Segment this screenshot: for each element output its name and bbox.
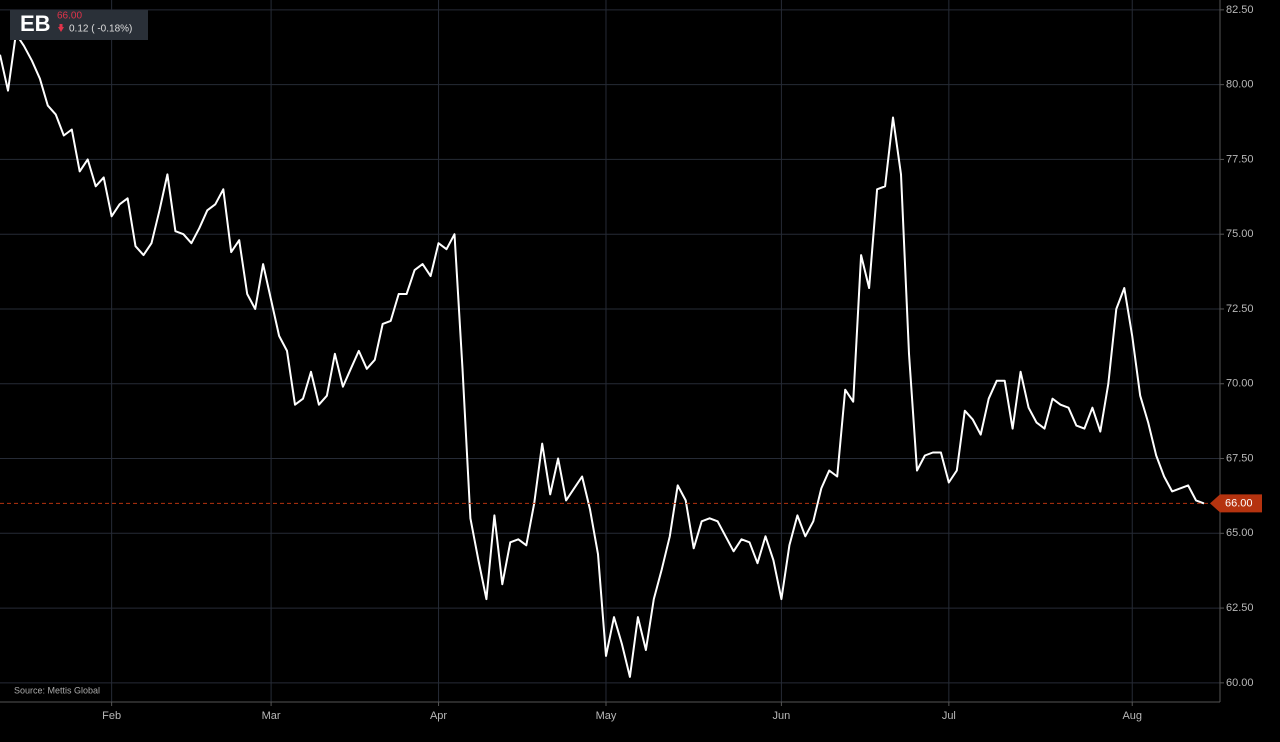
y-tick-label: 80.00 (1226, 79, 1254, 91)
price-line (0, 32, 1205, 678)
x-tick-label: May (596, 710, 617, 722)
y-tick-label: 65.00 (1226, 527, 1254, 539)
y-tick-label: 62.50 (1226, 602, 1254, 614)
symbol: EB (20, 11, 51, 36)
x-tick-label: Jun (773, 710, 791, 722)
down-arrow (58, 24, 64, 32)
plot: 60.00 62.50 65.00 67.50 70.00 72.50 75.00 77.50… (0, 4, 1262, 722)
y-tick-label: 70.00 (1226, 378, 1254, 390)
header-box (10, 10, 148, 40)
last-price-label: 66.00 (1225, 497, 1253, 509)
y-tick-label: 60.00 (1226, 677, 1254, 689)
x-tick-label: Aug (1122, 710, 1142, 722)
source: Source: Mettis Global (14, 685, 100, 695)
y-tick-label: 72.50 (1226, 303, 1254, 315)
y-tick-label: 67.50 (1226, 452, 1254, 464)
x-tick-label: Apr (430, 710, 447, 722)
y-tick-label: 75.00 (1226, 228, 1254, 240)
last-price-tag (1210, 494, 1262, 513)
price: 66.00 (57, 11, 82, 22)
x-tick-label: Jul (942, 710, 956, 722)
y-tick-label: 77.50 (1226, 153, 1254, 165)
y-tick-label: 82.50 (1226, 4, 1254, 16)
x-tick-label: Mar (262, 710, 281, 722)
x-tick-label: Feb (102, 710, 121, 722)
change: 0.12 ( -0.18%) (69, 24, 132, 35)
grid (0, 0, 1220, 702)
